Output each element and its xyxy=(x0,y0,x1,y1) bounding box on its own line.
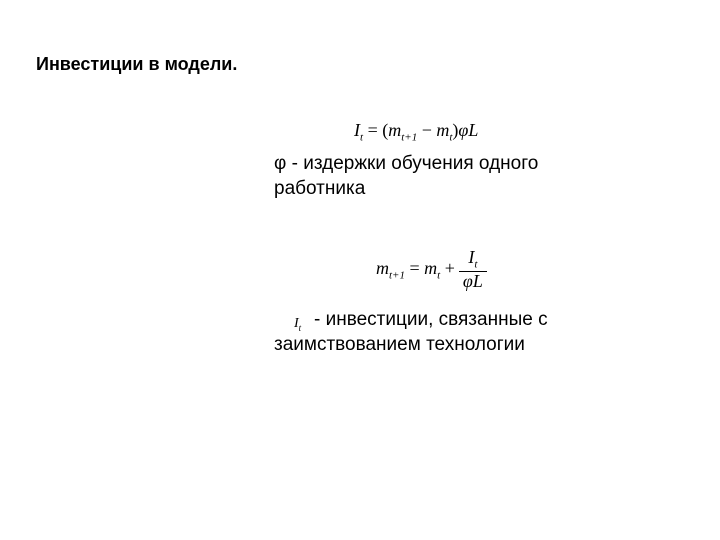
sub-t1: t+1 xyxy=(401,132,417,144)
formula-investment: It = (mt+1 − mt)φL xyxy=(354,120,478,144)
var-m2: m xyxy=(436,120,449,140)
eq-open: = ( xyxy=(363,120,388,140)
desc2-line1: - инвестиции, связанные с xyxy=(314,309,548,330)
den-L: L xyxy=(473,271,483,291)
investment-description: - инвестиции, связанные с заимствованием… xyxy=(274,308,634,357)
var-m1b: m xyxy=(376,258,389,278)
desc2-line2: заимствованием технологии xyxy=(274,334,525,355)
minus: − xyxy=(417,120,436,140)
den-phi: φ xyxy=(463,271,473,291)
sub-t1b: t+1 xyxy=(389,270,405,282)
plus: + xyxy=(440,258,455,278)
var-m1: m xyxy=(388,120,401,140)
slide-title: Инвестиции в модели. xyxy=(36,54,237,75)
var-m2b: m xyxy=(424,258,437,278)
num-I-sub: t xyxy=(474,259,477,271)
var-L: L xyxy=(468,120,478,140)
phi-description: φ - издержки обучения одного работника xyxy=(274,152,614,201)
formula-m-next: mt+1 = mt + It φL xyxy=(376,248,487,291)
fraction: It φL xyxy=(459,248,487,291)
var-phi: φ xyxy=(458,120,468,140)
eq2: = xyxy=(405,258,424,278)
slide: Инвестиции в модели. It = (mt+1 − mt)φL … xyxy=(0,0,720,540)
